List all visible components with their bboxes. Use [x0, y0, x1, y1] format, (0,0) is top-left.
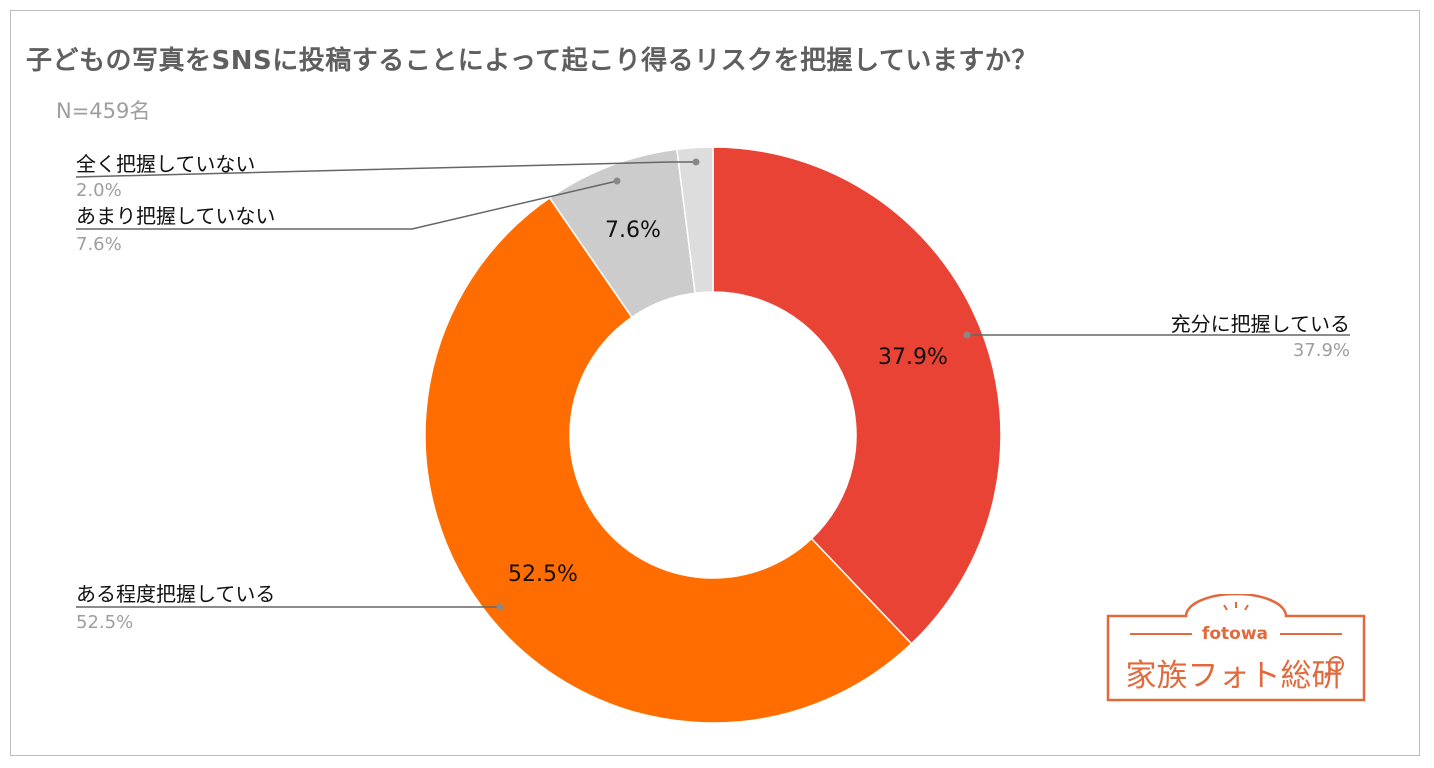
- legend-value-not-at-all: 2.0%: [76, 180, 122, 201]
- legend-label-somewhat: ある程度把握している: [76, 582, 276, 606]
- chart-subtitle: N=459名: [56, 99, 151, 123]
- legend-label-not-much: あまり把握していない: [76, 204, 276, 228]
- logo-text: 家族フォト総研: [1125, 658, 1343, 694]
- legend-label-not-at-all: 全く把握していない: [76, 152, 256, 176]
- fotowa-logo: [1106, 594, 1366, 702]
- slice-value-label-somewhat: 52.5%: [508, 562, 578, 587]
- logo-name: fotowa: [1201, 624, 1269, 644]
- legend-value-somewhat: 52.5%: [76, 612, 134, 633]
- chart-title: 子どもの写真をSNSに投稿することによって起こり得るリスクを把握していますか？: [26, 46, 1038, 76]
- leader-line-not-at-all: [75, 161, 696, 178]
- leader-dot-not-much: [613, 177, 621, 185]
- donut-slice-not-at-all: [676, 146, 714, 294]
- donut-slice-somewhat: [424, 196, 913, 724]
- legend-value-not-much: 7.6%: [76, 234, 122, 255]
- leader-line-not-much: [76, 180, 618, 230]
- leader-dot-somewhat: [496, 603, 504, 611]
- leader-dot-not-at-all: [692, 158, 700, 166]
- legend-value-fully: 37.9%: [1292, 340, 1350, 361]
- slice-value-label-fully: 37.9%: [878, 345, 948, 370]
- leader-dot-fully: [963, 331, 971, 339]
- legend-label-fully: 充分に把握している: [1170, 312, 1350, 336]
- slice-value-label-not-much: 7.6%: [605, 218, 661, 243]
- donut-slice-fully: [712, 146, 1002, 645]
